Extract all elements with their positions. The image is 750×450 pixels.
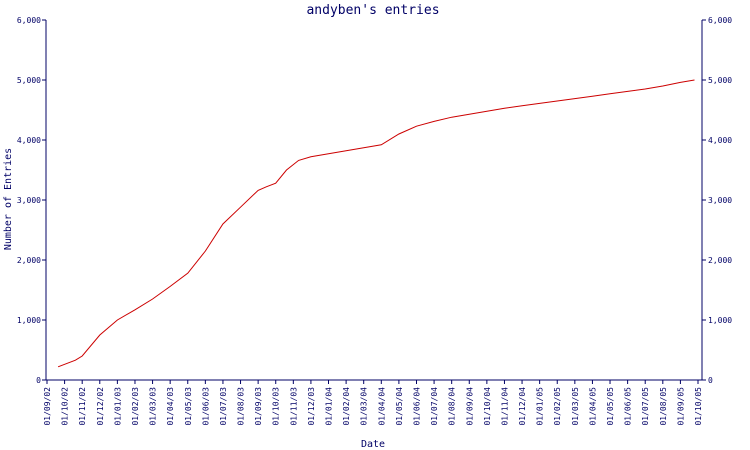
x-tick-label: 01/08/04 [448,387,457,426]
x-tick-label: 01/08/03 [237,387,246,426]
right-y-ticks: 0 1,000 2,000 3,000 4,000 5,000 6,000 [702,16,732,385]
x-tick-label: 01/03/03 [149,387,158,426]
x-tick-label: 01/01/03 [113,387,122,426]
x-tick-label: 01/09/04 [465,387,474,426]
y-tick-label-left: 2,000 [17,256,41,265]
y-tick-label-right: 2,000 [708,256,732,265]
chart-title: andyben's entries [306,3,439,18]
x-tick-label: 01/05/05 [606,387,615,426]
y-tick-label-left: 4,000 [17,136,41,145]
x-tick-label: 01/07/03 [219,387,228,426]
y-tick-label-left: 6,000 [17,16,41,25]
x-ticks: 01/09/02 01/10/02 01/11/02 01/12/02 01/01/03… [43,380,703,426]
y-tick-label-right: 6,000 [708,16,732,25]
x-tick-label: 01/09/02 [43,387,52,426]
x-tick-label: 01/03/05 [571,387,580,426]
x-tick-label: 01/10/05 [694,387,703,426]
y-tick-label-left: 3,000 [17,196,41,205]
y-axis-title: Number of Entries [3,148,14,250]
x-tick-label: 01/12/03 [307,387,316,426]
x-tick-label: 01/11/04 [500,387,509,426]
x-tick-label: 01/05/03 [184,387,193,426]
y-tick-label-left: 1,000 [17,316,41,325]
y-tick-label-left: 5,000 [17,76,41,85]
x-tick-label: 01/10/03 [272,387,281,426]
y-tick-label-right: 5,000 [708,76,732,85]
x-tick-label: 01/12/04 [518,387,527,426]
series-line [57,79,695,368]
x-tick-label: 01/06/05 [624,387,633,426]
x-tick-label: 01/05/04 [395,387,404,426]
x-tick-label: 01/02/05 [553,387,562,426]
left-y-ticks: 0 1,000 2,000 3,000 4,000 5,000 6,000 [17,16,46,385]
x-tick-label: 01/10/04 [483,387,492,426]
x-tick-label: 01/07/05 [641,387,650,426]
x-tick-label: 01/02/04 [342,387,351,426]
x-tick-label: 01/06/03 [201,387,210,426]
x-tick-label: 01/04/05 [588,387,597,426]
y-tick-label-right: 0 [708,376,713,385]
x-tick-label: 01/09/05 [676,387,685,426]
x-tick-label: 01/01/04 [325,387,334,426]
x-tick-label: 01/07/04 [430,387,439,426]
x-tick-label: 01/02/03 [131,387,140,426]
x-tick-label: 01/10/02 [61,387,70,426]
x-tick-label: 01/03/04 [360,387,369,426]
x-tick-label: 01/09/03 [254,387,263,426]
y-tick-label-right: 1,000 [708,316,732,325]
x-tick-label: 01/01/05 [536,387,545,426]
y-tick-label-left: 0 [36,376,41,385]
x-tick-label: 01/04/03 [166,387,175,426]
y-tick-label-right: 4,000 [708,136,732,145]
x-tick-label: 01/08/05 [659,387,668,426]
x-tick-label: 01/06/04 [412,387,421,426]
x-axis-title: Date [361,439,385,450]
x-tick-label: 01/04/04 [377,387,386,426]
y-tick-label-right: 3,000 [708,196,732,205]
x-tick-label: 01/12/02 [96,387,105,426]
x-tick-label: 01/11/03 [289,387,298,426]
x-tick-label: 01/11/02 [78,387,87,426]
